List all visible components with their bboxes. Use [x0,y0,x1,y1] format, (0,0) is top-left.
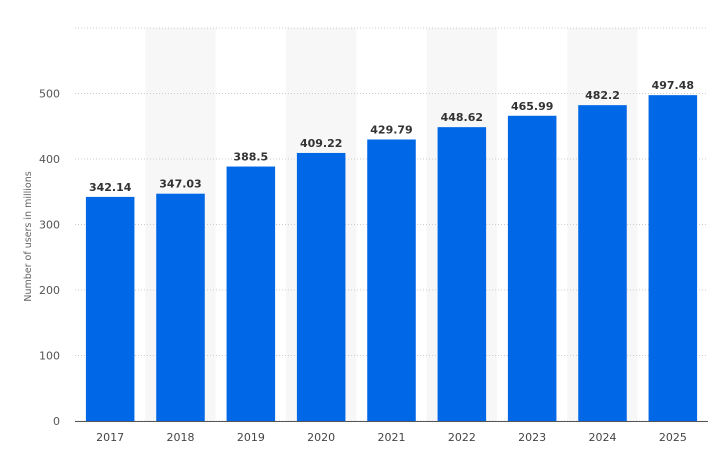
bar-2023[interactable] [507,115,557,421]
bar-2020[interactable] [296,152,346,421]
data-label: 465.99 [511,100,553,113]
x-tick-label: 2018 [167,431,195,444]
y-tick-label: 300 [39,219,60,232]
bar-2021[interactable] [367,139,416,421]
x-tick-label: 2021 [378,431,406,444]
data-labels: 342.14 347.03 388.5 409.22 429.79 448.62 465.9… [89,79,694,194]
y-tick-label: 400 [39,153,60,166]
x-axis-ticks: 2017 2018 2019 2020 2021 2022 2023 2024 2025 [96,431,687,444]
data-label: 482.2 [585,89,620,102]
bar-2024[interactable] [578,105,627,421]
x-tick-label: 2023 [518,431,546,444]
data-label: 409.22 [300,137,342,150]
data-label: 342.14 [89,181,132,194]
bar-2025[interactable] [648,95,698,421]
y-axis-title: Number of users in millions [23,171,34,301]
x-tick-label: 2020 [307,431,335,444]
x-tick-label: 2024 [589,431,617,444]
x-tick-label: 2017 [96,431,124,444]
data-label: 497.48 [652,79,694,92]
y-tick-label: 200 [39,284,60,297]
bar-2018[interactable] [156,193,205,421]
bar-2019[interactable] [226,166,276,421]
bars [85,95,698,421]
y-tick-label: 100 [39,350,60,363]
y-tick-label: 0 [53,415,60,428]
y-tick-label: 500 [39,88,60,101]
bar-2017[interactable] [85,196,135,421]
x-tick-label: 2019 [237,431,265,444]
bar-2022[interactable] [437,127,487,421]
y-axis-ticks: 0 100 200 300 400 500 [39,88,60,429]
x-tick-label: 2022 [448,431,476,444]
data-label: 388.5 [233,151,268,164]
data-label: 429.79 [370,123,412,136]
data-label: 448.62 [441,111,483,124]
data-label: 347.03 [159,178,201,191]
x-tick-label: 2025 [659,431,687,444]
